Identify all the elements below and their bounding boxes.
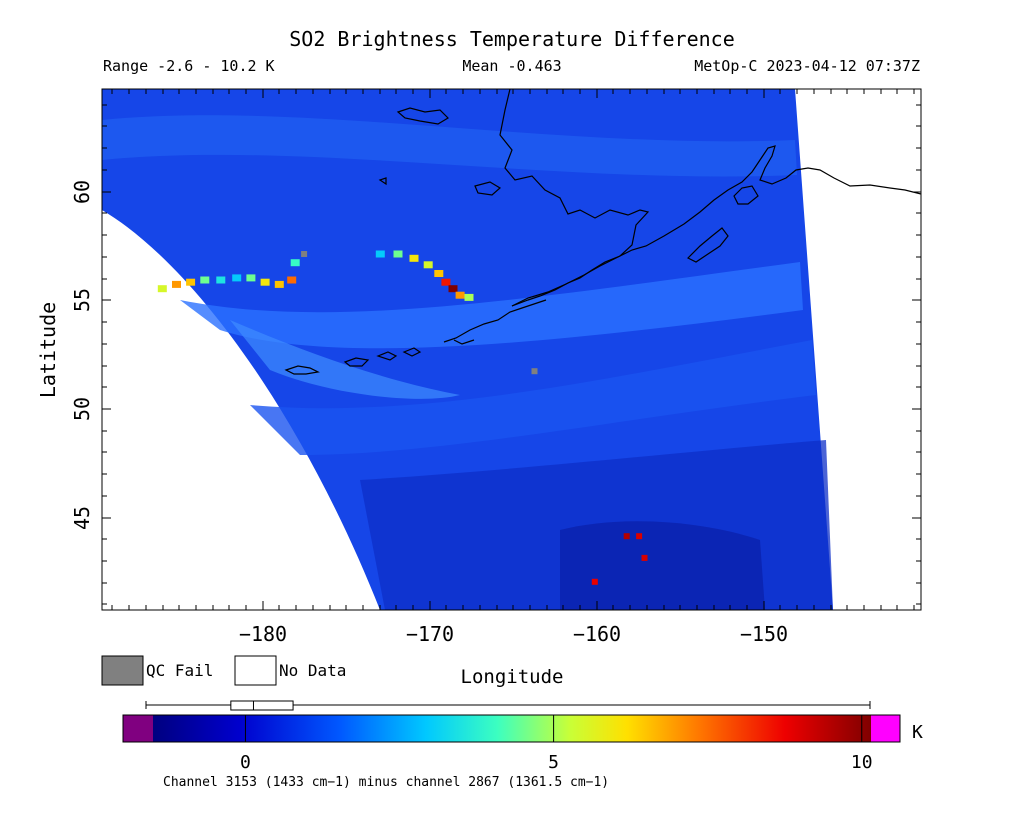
plume-pixel xyxy=(246,274,256,282)
map-plot-area: −180 −170 −160 −150 45 50 55 60 Latitude… xyxy=(36,88,922,688)
plume-pixel xyxy=(157,285,167,293)
plume-pixel xyxy=(274,280,284,288)
plume-pixel xyxy=(448,285,458,293)
y-tick-label: 45 xyxy=(70,506,94,530)
plot-frame xyxy=(101,88,922,611)
plume-pixel xyxy=(260,278,270,286)
colorbar-gradient xyxy=(153,715,871,742)
coastline-aleutian-west xyxy=(284,365,320,375)
mean-label: Mean -0.463 xyxy=(462,57,561,75)
plume-pixel xyxy=(393,250,403,258)
so2-plume xyxy=(157,250,474,301)
plume-pixel xyxy=(216,276,226,284)
legend: QC Fail No Data xyxy=(101,655,346,686)
plume-pixel xyxy=(200,276,210,284)
colorbar-tick-label: 10 xyxy=(851,752,873,773)
plume-pixel xyxy=(287,276,297,284)
coastline-cook-inlet xyxy=(733,185,759,205)
satellite-time-label: MetOp-C 2023-04-12 07:37Z xyxy=(694,57,920,75)
colorbar-frame xyxy=(122,714,901,743)
x-tick-label: −160 xyxy=(573,622,621,646)
swath-dark-core xyxy=(560,521,765,610)
coastline-st-lawrence-island xyxy=(396,107,449,125)
colorbar-units: K xyxy=(912,722,923,743)
y-tick-label: 55 xyxy=(70,288,94,312)
coastline-pribilof-islands xyxy=(378,177,387,186)
plume-pixel xyxy=(455,291,465,299)
coastline-kodiak-island xyxy=(686,227,729,263)
plume-pixel xyxy=(409,254,419,262)
coastline-nunivak-island xyxy=(474,181,502,196)
hot-pixel xyxy=(591,578,598,585)
colorbar-over-swatch xyxy=(871,715,900,742)
plume-pixel xyxy=(172,280,181,288)
box-whisker xyxy=(145,700,871,711)
y-tick-label: 60 xyxy=(70,180,94,204)
range-label: Range -2.6 - 10.2 K xyxy=(103,57,275,75)
swath-light-patch xyxy=(230,320,460,399)
x-axis-label: Longitude xyxy=(461,666,564,688)
swath-band-lower xyxy=(250,340,816,455)
colorbar-tick-label: 5 xyxy=(548,752,559,773)
colorbar-under-swatch xyxy=(123,715,153,742)
y-axis-label: Latitude xyxy=(36,302,60,398)
colorbar-caption: Channel 3153 (1433 cm−1) minus channel 2… xyxy=(163,775,609,790)
hot-pixels xyxy=(591,533,648,585)
x-tick-label: −150 xyxy=(740,622,788,646)
coastline-aleutian-central xyxy=(343,347,422,367)
plume-pixel xyxy=(464,293,474,301)
y-tick-label: 50 xyxy=(70,397,94,421)
coastlines xyxy=(284,89,921,375)
hot-pixel xyxy=(623,533,630,540)
plume-pixel xyxy=(434,270,444,277)
plume-pixel xyxy=(232,274,242,282)
no-data-swatch xyxy=(234,655,277,686)
plume-pixel xyxy=(375,250,385,258)
qc-fail-label: QC Fail xyxy=(146,661,213,680)
qc-fail-pixel xyxy=(301,251,308,257)
hot-pixel xyxy=(641,554,648,561)
plume-pixel xyxy=(441,278,451,286)
x-tick-label: −180 xyxy=(239,622,287,646)
plume-pixel xyxy=(186,278,196,286)
colorbar-ticks: 0 5 10 xyxy=(240,715,873,773)
qc-fail-swatch xyxy=(101,655,144,686)
colorbar: 0 5 10 K Channel 3153 (1433 cm−1) minus ch… xyxy=(122,714,923,790)
axis-ticks xyxy=(102,89,921,610)
colorbar-tick-label: 0 xyxy=(240,752,251,773)
whisker-box xyxy=(230,700,294,711)
qc-fail-pixel xyxy=(531,368,538,375)
no-data-label: No Data xyxy=(279,661,346,680)
plume-pixel xyxy=(290,259,300,267)
plume-pixel xyxy=(423,261,433,269)
hot-pixel xyxy=(636,533,643,540)
swath-band-mid xyxy=(180,262,803,349)
swath-band-north xyxy=(102,115,797,177)
coastline-alaska-peninsula xyxy=(511,145,921,307)
x-tick-label: −170 xyxy=(406,622,454,646)
qc-fail-pixels xyxy=(301,251,538,375)
coastline-aleutian-east xyxy=(443,299,547,345)
chart-title: SO2 Brightness Temperature Difference xyxy=(289,27,735,51)
